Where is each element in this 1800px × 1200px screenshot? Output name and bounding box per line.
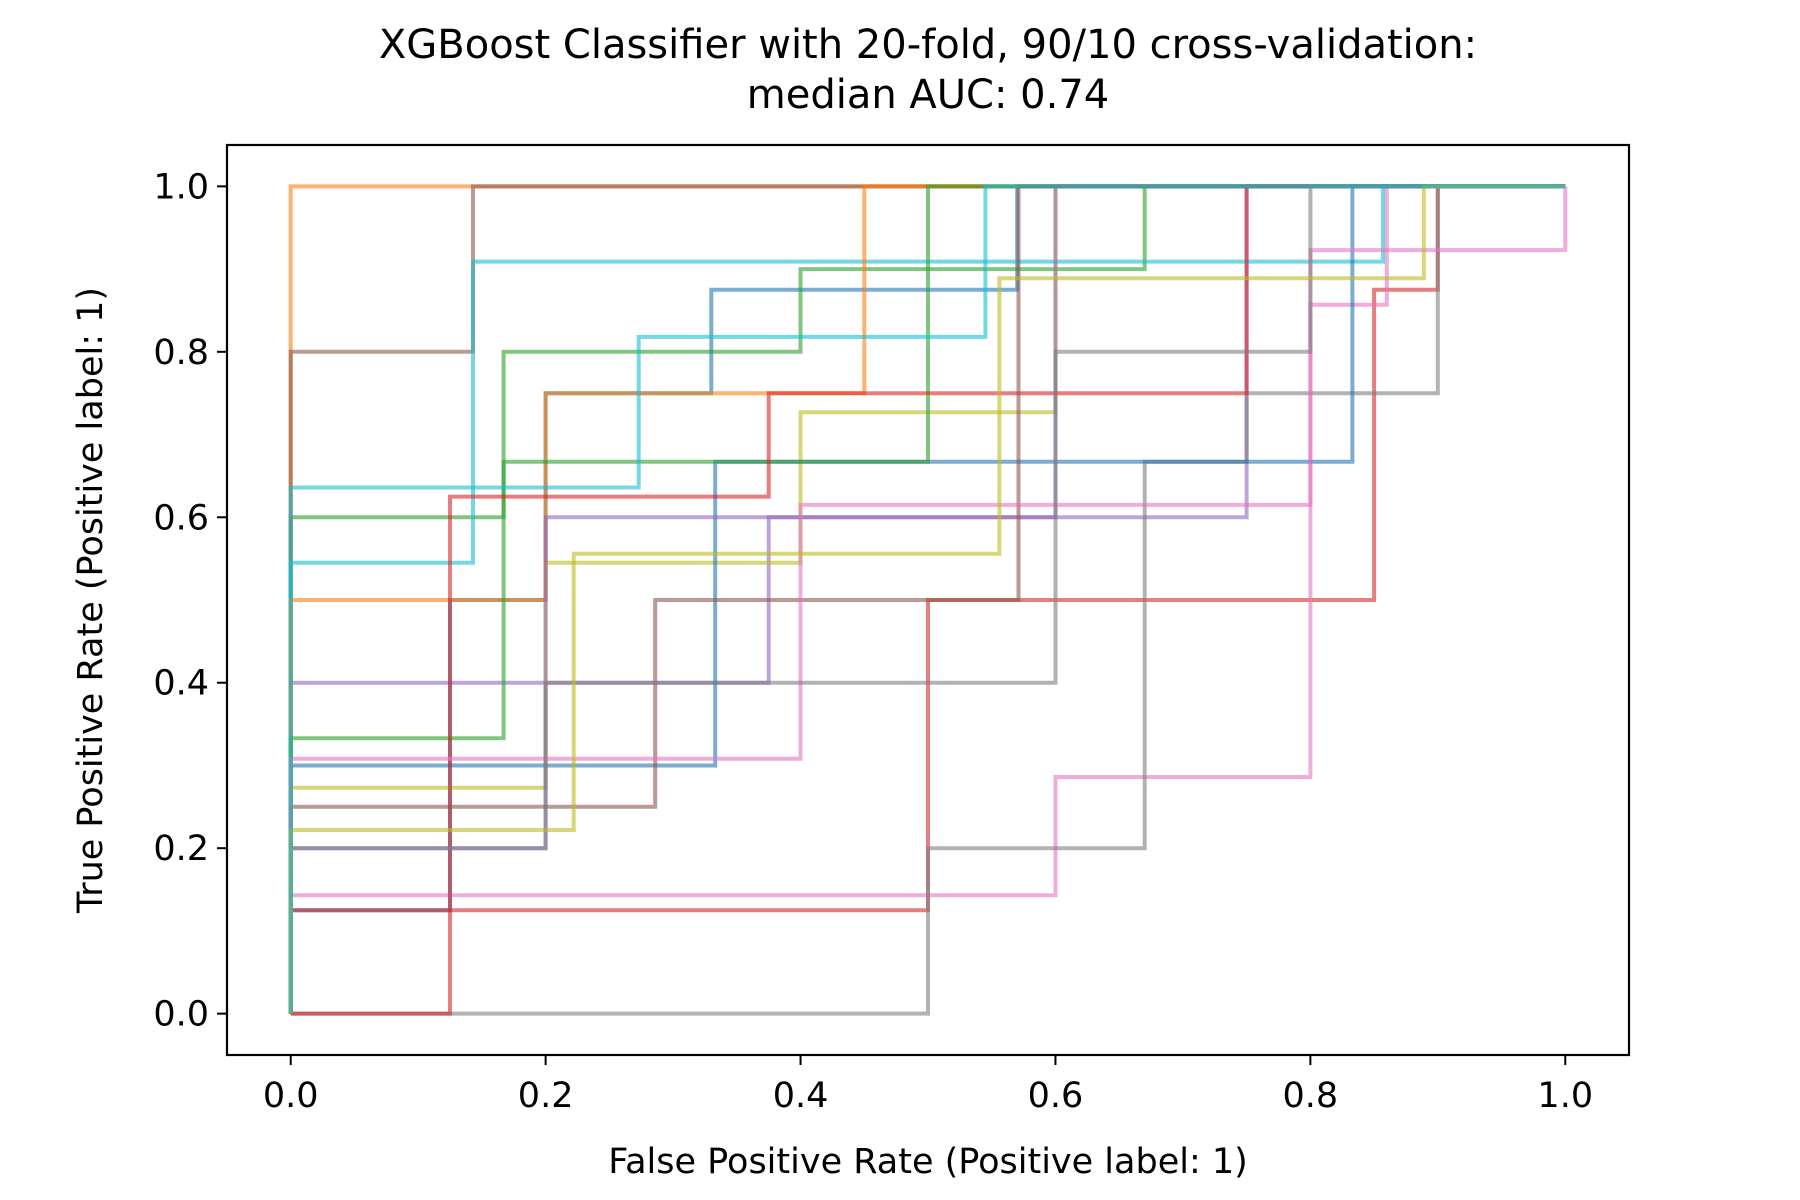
roc-curve-7 [288, 184, 1566, 1014]
roc-curve-18 [288, 184, 1566, 1014]
x-tick-label: 0.8 [1283, 1076, 1339, 1116]
x-tick-label: 1.0 [1537, 1076, 1593, 1116]
x-tick-label: 0.0 [263, 1076, 319, 1116]
roc-curve-3 [288, 184, 1566, 1014]
y-tick-label: 0.8 [153, 333, 209, 373]
chart-title: XGBoost Classifier with 20-fold, 90/10 c… [379, 22, 1477, 68]
x-tick-label: 0.6 [1028, 1076, 1084, 1116]
roc-curve-20 [288, 184, 1566, 1014]
y-tick-label: 0.6 [153, 498, 209, 538]
x-tick-label: 0.2 [518, 1076, 574, 1116]
series-layer [288, 184, 1568, 1016]
y-tick-label: 0.4 [153, 664, 209, 704]
y-axis-ticks: 0.0 0.2 0.4 0.6 0.8 1.0 [153, 167, 227, 1035]
x-axis-ticks: 0.0 0.2 0.4 0.6 0.8 1.0 [263, 1055, 1593, 1116]
x-tick-label: 0.4 [773, 1076, 829, 1116]
y-axis-label: True Positive Rate (Positive label: 1) [71, 287, 111, 914]
y-tick-label: 1.0 [153, 167, 209, 207]
chart-subtitle: median AUC: 0.74 [747, 72, 1109, 118]
y-tick-label: 0.0 [153, 995, 209, 1035]
roc-curve-19 [288, 184, 1566, 1014]
y-tick-label: 0.2 [153, 829, 209, 869]
roc-curve-14 [290, 184, 1566, 1016]
x-axis-label: False Positive Rate (Positive label: 1) [608, 1142, 1248, 1182]
plot-frame [225, 143, 1631, 1057]
